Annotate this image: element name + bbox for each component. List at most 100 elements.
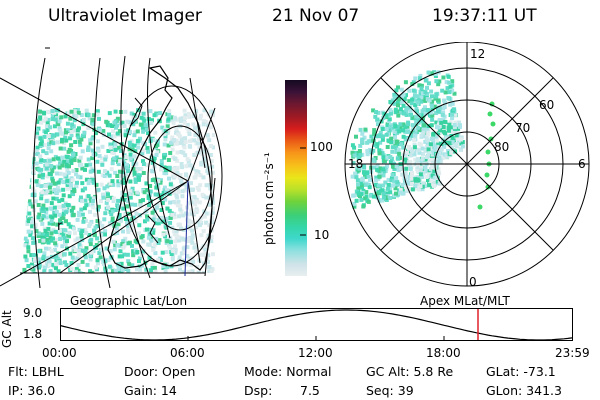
speckle-cell [395,124,400,129]
speckle-cell [30,193,35,198]
speckle-cell [151,217,156,222]
speckle-cell [371,138,376,143]
speckle-cell [418,92,423,97]
speckle-cell [449,125,453,130]
speckle-cell [116,183,121,188]
speckle-cell [410,149,415,154]
speckle-cell [83,167,87,172]
speckle-cell [108,181,113,186]
speckle-cell [432,180,437,185]
speckle-cell [444,154,449,158]
speckle-cell [388,108,393,113]
speckle-cell [87,233,92,237]
speckle-cell [167,165,172,170]
speckle-cell [92,212,97,217]
speckle-cell [165,206,170,211]
speckle-cell [93,131,98,136]
speckle-cell [186,129,191,134]
speckle-cell [103,266,108,271]
speckle-cell [81,117,86,122]
speckle-cell [441,125,446,129]
speckle-cell [421,127,426,132]
speckle-cell [38,171,43,176]
speckle-cell [427,183,432,188]
speckle-cell [209,234,214,239]
speckle-cell [113,243,118,248]
speckle-cell [23,209,28,214]
speckle-cell [160,201,165,205]
speckle-cell [197,145,202,150]
speckle-cell [186,269,191,273]
speckle-cell [448,84,453,89]
speckle-cell [184,188,189,193]
speckle-cell [155,150,160,155]
speckle-cell [427,98,432,103]
speckle-cell [38,154,43,159]
speckle-cell [129,202,134,207]
speckle-cell [170,118,175,123]
speckle-cell [40,221,45,226]
speckle-cell [387,128,392,133]
speckle-cell [49,249,54,254]
speckle-cell [46,117,51,122]
speckle-cell [65,239,69,244]
speckle-cell [410,187,415,192]
speckle-cell [405,186,410,191]
speckle-cell [394,164,399,169]
speckle-cell [71,205,76,210]
speckle-cell [459,135,464,140]
speckle-cell [392,95,397,100]
speckle-cell [54,113,59,118]
speckle-cell [177,223,182,227]
speckle-cell [123,109,128,114]
speckle-cell [412,143,417,148]
speckle-cell [153,130,158,135]
speckle-cell [41,149,46,154]
speckle-cell [116,215,121,220]
speckle-cell [152,243,157,248]
speckle-cell [389,140,394,145]
speckle-cell [189,208,194,213]
speckle-cell [433,157,438,162]
speckle-cell [156,258,161,263]
speckle-cell [30,163,35,168]
speckle-cell [438,128,443,133]
speckle-cell [106,197,111,202]
speckle-cell [418,73,423,78]
speckle-cell [105,170,110,175]
speckle-cell [439,141,444,146]
speckle-cell [165,124,170,129]
speckle-cell [389,178,394,183]
speckle-cell [80,181,85,186]
speckle-cell [95,219,100,224]
speckle-cell [37,113,42,118]
polar-map: 12 18 6 0 60 70 80 [344,42,590,289]
speckle-cell [63,135,68,140]
speckle-cell [122,176,127,181]
speckle-cell [361,204,366,209]
speckle-cell [178,204,183,208]
speckle-cell [65,159,70,164]
speckle-cell [39,184,44,189]
speckle-cell [160,125,165,130]
speckle-cell [36,215,41,220]
speckle-cell [54,262,59,266]
speckle-cell [141,141,146,146]
speckle-cell [77,158,82,163]
speckle-cell [453,120,458,125]
speckle-cell [130,243,134,248]
speckle-cell [76,263,81,268]
colorbar-tick-10: 10 [314,228,330,242]
speckle-cell [97,154,102,158]
speckle-cell [79,234,84,239]
speckle-cell [111,182,116,187]
speckle-cell [79,137,84,142]
speckle-cell [79,231,84,236]
speckle-cell [40,190,45,195]
speckle-cell [175,238,180,243]
speckle-cell [50,178,55,183]
speckle-cell [377,133,382,138]
speckle-cell [83,227,88,232]
speckle-cell [211,170,215,175]
speckle-cell [81,219,86,224]
